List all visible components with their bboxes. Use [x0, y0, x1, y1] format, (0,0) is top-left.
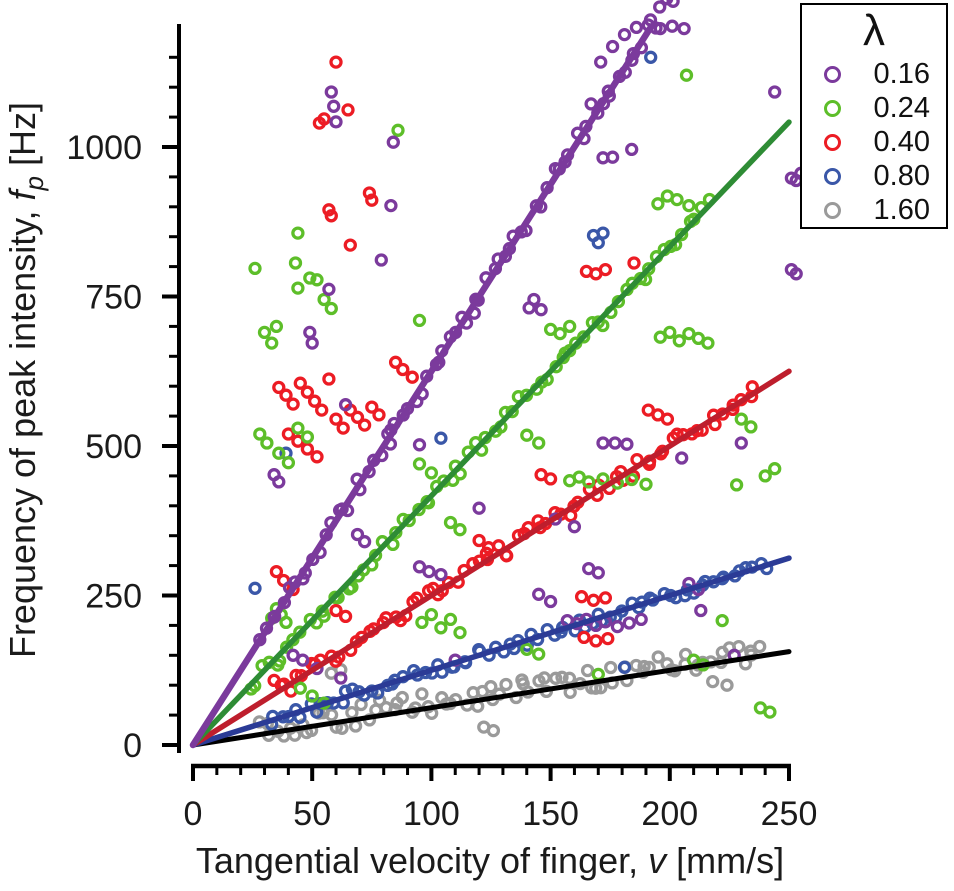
y-tick-label-0: 0 — [123, 727, 142, 765]
x-axis-title-units: [mm/s] — [666, 840, 785, 881]
x-axis-title: Tangential velocity of finger, v [mm/s] — [130, 840, 850, 882]
legend-box: λ 0.16 0.24 0.40 0.80 1.60 — [800, 3, 948, 229]
y-tick-label-500: 500 — [85, 428, 142, 466]
legend-item-0.24: 0.24 — [802, 91, 946, 125]
legend-marker-circle-icon — [824, 65, 841, 83]
legend-item-label: 0.40 — [873, 125, 930, 158]
legend-items: 0.16 0.24 0.40 0.80 1.60 — [802, 57, 946, 227]
legend-item-0.16: 0.16 — [802, 57, 946, 91]
x-tick-label-250: 250 — [761, 795, 818, 833]
fit-line-lambda-0.24 — [190, 119, 792, 748]
legend-item-label: 1.60 — [873, 193, 930, 226]
y-axis-title-variable: f — [2, 190, 43, 201]
y-tick-label-1000: 1000 — [66, 129, 142, 167]
series-lambda-0.24-markers — [244, 68, 782, 719]
legend-marker-circle-icon — [824, 167, 841, 185]
fit-line-lambda-0.40 — [190, 368, 792, 748]
y-axis-title: Frequency of peak intensity, fp [Hz] — [2, 20, 54, 740]
legend-marker-circle-icon — [824, 201, 841, 219]
legend-marker-circle-icon — [824, 99, 841, 117]
y-axis-title-units: [Hz] — [2, 101, 43, 176]
y-tick-label-750: 750 — [85, 279, 142, 317]
x-tick-label-100: 100 — [403, 795, 460, 833]
y-axis-title-subscript: p — [19, 175, 50, 191]
x-tick-label-200: 200 — [641, 795, 698, 833]
axis-ticks — [162, 55, 791, 781]
fit-line-lambda-0.16 — [189, 24, 654, 749]
x-tick-labels: 0 50 100 150 200 250 — [184, 795, 818, 833]
x-axis-title-variable: v — [648, 840, 667, 881]
legend-title-lambda: λ — [863, 6, 885, 55]
y-axis-title-text: Frequency of peak intensity, — [2, 200, 43, 659]
x-tick-label-50: 50 — [293, 795, 331, 833]
fit-line-lambda-0.80 — [190, 555, 792, 748]
legend-item-label: 0.16 — [873, 57, 930, 90]
x-tick-label-150: 150 — [522, 795, 579, 833]
legend-item-label: 0.24 — [873, 91, 930, 124]
y-tick-label-250: 250 — [85, 578, 142, 616]
legend-item-label: 0.80 — [873, 159, 930, 192]
x-tick-label-0: 0 — [184, 795, 203, 833]
series-lambda-0.80-markers — [248, 50, 774, 732]
legend-marker-circle-icon — [824, 133, 841, 151]
x-axis-title-text: Tangential velocity of finger, — [195, 840, 649, 881]
y-tick-labels: 0 250 500 750 1000 — [66, 129, 142, 765]
legend-item-0.40: 0.40 — [802, 125, 946, 159]
fit-line-lambda-1.60 — [190, 649, 792, 748]
legend-item-0.80: 0.80 — [802, 159, 946, 193]
legend-item-1.60: 1.60 — [802, 193, 946, 227]
